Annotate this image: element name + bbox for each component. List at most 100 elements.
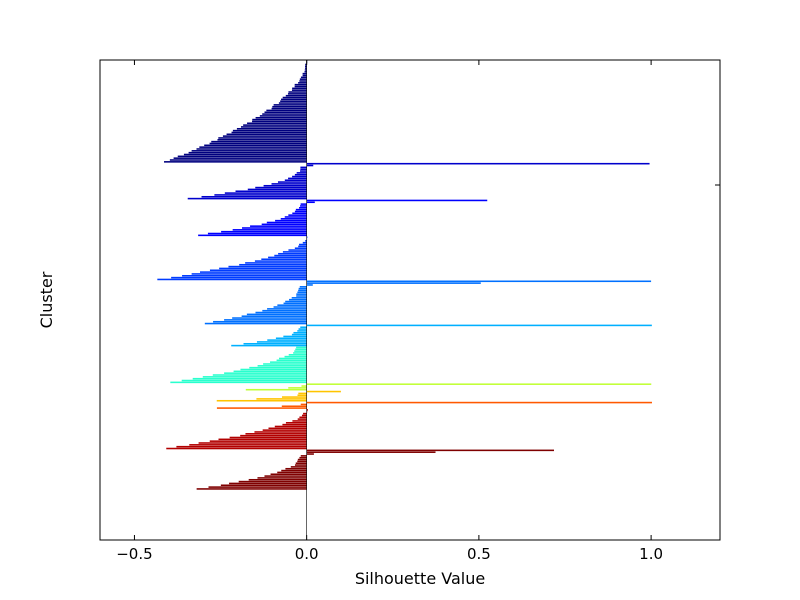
- silhouette-bar-cluster-10: [281, 405, 307, 408]
- silhouette-bar-cluster-8: [288, 387, 307, 389]
- silhouette-bar-cluster-4: [245, 262, 307, 264]
- silhouette-bar-cluster-6: [291, 333, 307, 336]
- silhouette-bar-cluster-10: [216, 407, 307, 409]
- silhouette-bar-cluster-12: [220, 484, 307, 487]
- silhouette-bar-cluster-9: [306, 390, 341, 393]
- silhouette-bar-cluster-1: [232, 129, 307, 132]
- silhouette-bar-cluster-1: [177, 155, 307, 158]
- silhouette-bar-cluster-5: [267, 308, 307, 310]
- silhouette-bar-cluster-1: [266, 109, 307, 112]
- silhouette-bar-cluster-4: [200, 271, 307, 273]
- x-axis-label: Silhouette Value: [355, 569, 485, 588]
- silhouette-bar-cluster-12: [306, 449, 554, 452]
- silhouette-bar-cluster-1: [191, 150, 307, 152]
- silhouette-bar-cluster-1: [217, 139, 307, 141]
- silhouette-bar-cluster-5: [306, 282, 481, 284]
- silhouette-bar-cluster-6: [306, 324, 652, 327]
- silhouette-bar-cluster-3: [300, 205, 307, 207]
- silhouette-bar-cluster-4: [294, 247, 307, 249]
- silhouette-bar-cluster-1: [183, 153, 307, 156]
- silhouette-bar-cluster-2: [296, 172, 307, 174]
- silhouette-bar-cluster-1: [291, 89, 307, 91]
- silhouette-bar-cluster-6: [267, 339, 307, 341]
- silhouette-bar-cluster-1: [226, 133, 307, 136]
- silhouette-bar-cluster-2: [263, 184, 307, 187]
- silhouette-bar-cluster-1: [209, 142, 307, 145]
- silhouette-bar-cluster-5: [298, 287, 307, 290]
- silhouette-bar-cluster-1: [299, 78, 307, 80]
- silhouette-bar-cluster-8: [245, 388, 307, 391]
- silhouette-bar-cluster-3: [306, 199, 488, 202]
- silhouette-bar-cluster-2: [300, 166, 307, 169]
- silhouette-bar-cluster-5: [306, 280, 652, 283]
- silhouette-bar-cluster-5: [296, 293, 307, 295]
- silhouette-bar-cluster-2: [271, 183, 307, 185]
- silhouette-bar-cluster-3: [242, 227, 307, 229]
- silhouette-bar-cluster-1: [305, 65, 307, 68]
- silhouette-bar-cluster-3: [280, 218, 307, 220]
- silhouette-bar-cluster-4: [209, 269, 307, 272]
- silhouette-bar-cluster-1: [304, 69, 307, 71]
- silhouette-bar-cluster-11: [166, 447, 307, 450]
- silhouette-bar-cluster-1: [252, 120, 307, 123]
- silhouette-bar-cluster-1: [218, 137, 307, 139]
- silhouette-bar-cluster-1: [302, 72, 307, 75]
- silhouette-bar-cluster-3: [299, 207, 307, 209]
- silhouette-bar-cluster-3: [198, 234, 307, 237]
- silhouette-bar-cluster-5: [262, 309, 307, 312]
- silhouette-bar-cluster-4: [219, 267, 307, 270]
- silhouette-bar-cluster-2: [201, 195, 307, 198]
- silhouette-bar-cluster-3: [261, 223, 307, 226]
- silhouette-bar-cluster-11: [262, 429, 307, 431]
- silhouette-bar-cluster-4: [261, 258, 307, 261]
- silhouette-bar-cluster-12: [299, 456, 307, 459]
- silhouette-bar-cluster-1: [196, 148, 307, 150]
- silhouette-bar-cluster-5: [213, 320, 307, 323]
- silhouette-bar-cluster-12: [295, 462, 307, 464]
- silhouette-bar-cluster-4: [254, 260, 307, 262]
- silhouette-bar-cluster-1: [188, 151, 307, 154]
- silhouette-bar-cluster-12: [238, 480, 307, 483]
- silhouette-bar-cluster-1: [255, 116, 307, 119]
- x-tick-label: 0.0: [295, 545, 319, 563]
- silhouette-bar-cluster-11: [240, 434, 307, 437]
- silhouette-bar-cluster-5: [232, 317, 307, 319]
- silhouette-bar-cluster-12: [248, 478, 307, 481]
- silhouette-bar-cluster-2: [292, 175, 307, 178]
- axes-frame: [99, 59, 721, 541]
- silhouette-bar-cluster-1: [271, 107, 307, 110]
- silhouette-bar-cluster-1: [264, 111, 307, 114]
- silhouette-bar-cluster-1: [278, 102, 307, 104]
- silhouette-bar-cluster-2: [294, 173, 307, 176]
- silhouette-bar-cluster-7: [293, 352, 307, 354]
- silhouette-bar-cluster-1: [211, 140, 307, 143]
- silhouette-bar-cluster-1: [285, 94, 307, 97]
- silhouette-bar-cluster-8: [306, 383, 652, 385]
- silhouette-bar-cluster-5: [285, 300, 307, 303]
- silhouette-bar-cluster-4: [288, 249, 307, 251]
- silhouette-bar-cluster-1: [292, 87, 307, 90]
- silhouette-bar-cluster-2: [187, 197, 307, 200]
- silhouette-bar-cluster-3: [250, 225, 307, 227]
- silhouette-bar-cluster-12: [270, 473, 307, 476]
- silhouette-bar-cluster-11: [282, 423, 307, 426]
- silhouette-bar-cluster-7: [294, 350, 307, 352]
- silhouette-bar-cluster-6: [298, 328, 307, 330]
- silhouette-bar-cluster-11: [297, 418, 307, 420]
- silhouette-bar-cluster-12: [208, 486, 307, 488]
- silhouette-bar-cluster-5: [204, 322, 307, 325]
- silhouette-bar-cluster-1: [240, 126, 307, 128]
- silhouette-bar-cluster-4: [191, 273, 307, 275]
- silhouette-bar-cluster-11: [268, 427, 307, 430]
- silhouette-bar-cluster-11: [306, 410, 308, 413]
- silhouette-bar-cluster-4: [239, 263, 307, 266]
- silhouette-bar-cluster-2: [300, 168, 307, 170]
- silhouette-bar-cluster-12: [277, 471, 307, 474]
- silhouette-bar-cluster-12: [264, 475, 307, 477]
- silhouette-bar-cluster-1: [287, 93, 307, 95]
- silhouette-bar-cluster-8: [301, 385, 307, 387]
- silhouette-bar-cluster-1: [236, 127, 307, 130]
- silhouette-bar-cluster-7: [233, 370, 307, 373]
- silhouette-bar-cluster-5: [296, 295, 307, 297]
- silhouette-bar-cluster-7: [224, 372, 307, 374]
